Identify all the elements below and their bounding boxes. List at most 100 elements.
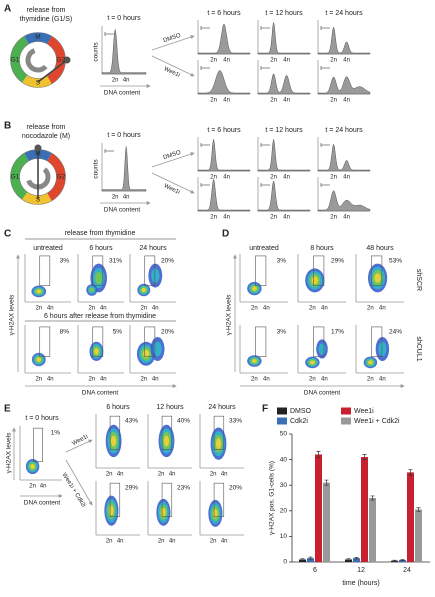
phase-label: G2 — [57, 57, 66, 64]
ploidy-label: 4n — [221, 539, 228, 545]
ploidy-label: 4n — [223, 58, 230, 64]
ploidy-label: 4n — [169, 539, 176, 545]
timepoint-label: t = 12 hours — [265, 10, 303, 17]
cycle-pin-head — [34, 144, 42, 152]
ploidy-label: 4n — [283, 98, 290, 104]
gate — [313, 255, 325, 286]
error-bar — [300, 558, 305, 561]
phase-label: G1 — [11, 57, 20, 64]
error-bar — [308, 556, 313, 560]
axis-line — [151, 172, 195, 194]
axis-line — [151, 35, 195, 51]
legend-swatch — [277, 417, 287, 425]
treatment-label: DMSO — [163, 33, 182, 44]
ploidy-label: 4n — [152, 306, 159, 312]
gate — [255, 326, 267, 357]
x-tick-label: 6 — [313, 567, 317, 574]
timepoint-label: t = 24 hours — [325, 10, 363, 17]
ploidy-label: 2n — [140, 377, 147, 383]
x-tick-label: 24 — [403, 567, 411, 574]
cycle-inner-arrow — [26, 167, 51, 190]
histogram — [317, 76, 371, 95]
gate-percentage: 23% — [177, 485, 190, 492]
panel-label: B — [4, 121, 11, 132]
ploidy-label: 2n — [270, 58, 277, 64]
density-blob — [252, 359, 257, 363]
y-axis-label: counts — [93, 159, 100, 179]
cycle-pin — [37, 59, 68, 83]
ploidy-label: 2n — [367, 377, 374, 383]
bar — [407, 472, 414, 562]
cycle-arc — [22, 191, 52, 205]
y-tick-label: 50 — [280, 431, 288, 438]
x-axis-label: DNA content — [82, 390, 119, 397]
cycle-arc — [46, 36, 66, 84]
bar — [323, 482, 330, 562]
gate-percentage: 33% — [229, 418, 242, 425]
cycle-arc — [24, 32, 52, 45]
column-label: 24 hours — [139, 245, 167, 252]
panel-label: A — [4, 4, 11, 15]
x-axis-label: DNA content — [104, 207, 141, 214]
gate-percentage: 20% — [229, 485, 242, 492]
timepoint-label: t = 6 hours — [207, 127, 241, 134]
error-bar — [316, 451, 321, 458]
column-label: 8 hours — [310, 245, 334, 252]
ploidy-label: 4n — [223, 215, 230, 221]
phase-label: M — [35, 34, 40, 41]
cycle-arc — [10, 36, 30, 83]
ploidy-label: 2n — [251, 306, 258, 312]
column-label: 6 hours — [89, 245, 113, 252]
row-label: Wee1i + Cdk2i — [61, 472, 87, 508]
bar — [369, 498, 376, 562]
axis-line — [65, 459, 93, 506]
gate-percentage: 3% — [277, 258, 287, 265]
ploidy-label: 2n — [106, 539, 113, 545]
ploidy-label: 4n — [343, 58, 350, 64]
density-blob — [311, 276, 318, 285]
gate — [371, 255, 383, 286]
gate — [161, 482, 173, 517]
ploidy-label: 4n — [117, 539, 124, 545]
ploidy-label: 4n — [379, 377, 386, 383]
ploidy-label: 2n — [210, 58, 217, 64]
ploidy-label: 4n — [321, 377, 328, 383]
ploidy-label: 2n — [112, 78, 119, 84]
legend-swatch — [341, 407, 351, 415]
ploidy-label: 4n — [223, 175, 230, 181]
ploidy-label: 4n — [283, 215, 290, 221]
panel-subheader: 6 hours after release from thymidine — [44, 313, 156, 320]
ploidy-label: 2n — [251, 377, 258, 383]
gate — [39, 255, 51, 286]
y-tick-label: 40 — [280, 456, 288, 463]
ploidy-label: 2n — [270, 98, 277, 104]
ploidy-label: 4n — [47, 306, 54, 312]
ploidy-label: 4n — [283, 175, 290, 181]
density-blob — [109, 505, 114, 516]
gate — [33, 427, 43, 462]
density-blob — [252, 286, 257, 291]
y-axis-label: counts — [93, 42, 100, 62]
gate — [109, 415, 121, 450]
cycle-arc — [22, 74, 52, 88]
density-blob — [30, 463, 35, 470]
schematic-title: nocodazole (M) — [22, 133, 70, 140]
ploidy-label: 4n — [343, 215, 350, 221]
ploidy-label: 4n — [343, 175, 350, 181]
density-blob — [89, 287, 95, 293]
column-label: untreated — [249, 245, 279, 252]
bar — [415, 509, 422, 562]
ploidy-label: 4n — [152, 377, 159, 383]
axis-line — [151, 152, 195, 168]
error-bar — [400, 559, 405, 561]
ploidy-label: 4n — [223, 98, 230, 104]
ploidy-label: 4n — [169, 472, 176, 478]
gate — [313, 326, 325, 357]
ploidy-label: 2n — [29, 484, 36, 490]
histogram — [317, 190, 371, 212]
ploidy-label: 2n — [88, 377, 95, 383]
column-label: 12 hours — [156, 404, 184, 411]
schematic-title: release from — [27, 124, 66, 131]
ploidy-label: 2n — [210, 98, 217, 104]
gate — [109, 482, 121, 517]
